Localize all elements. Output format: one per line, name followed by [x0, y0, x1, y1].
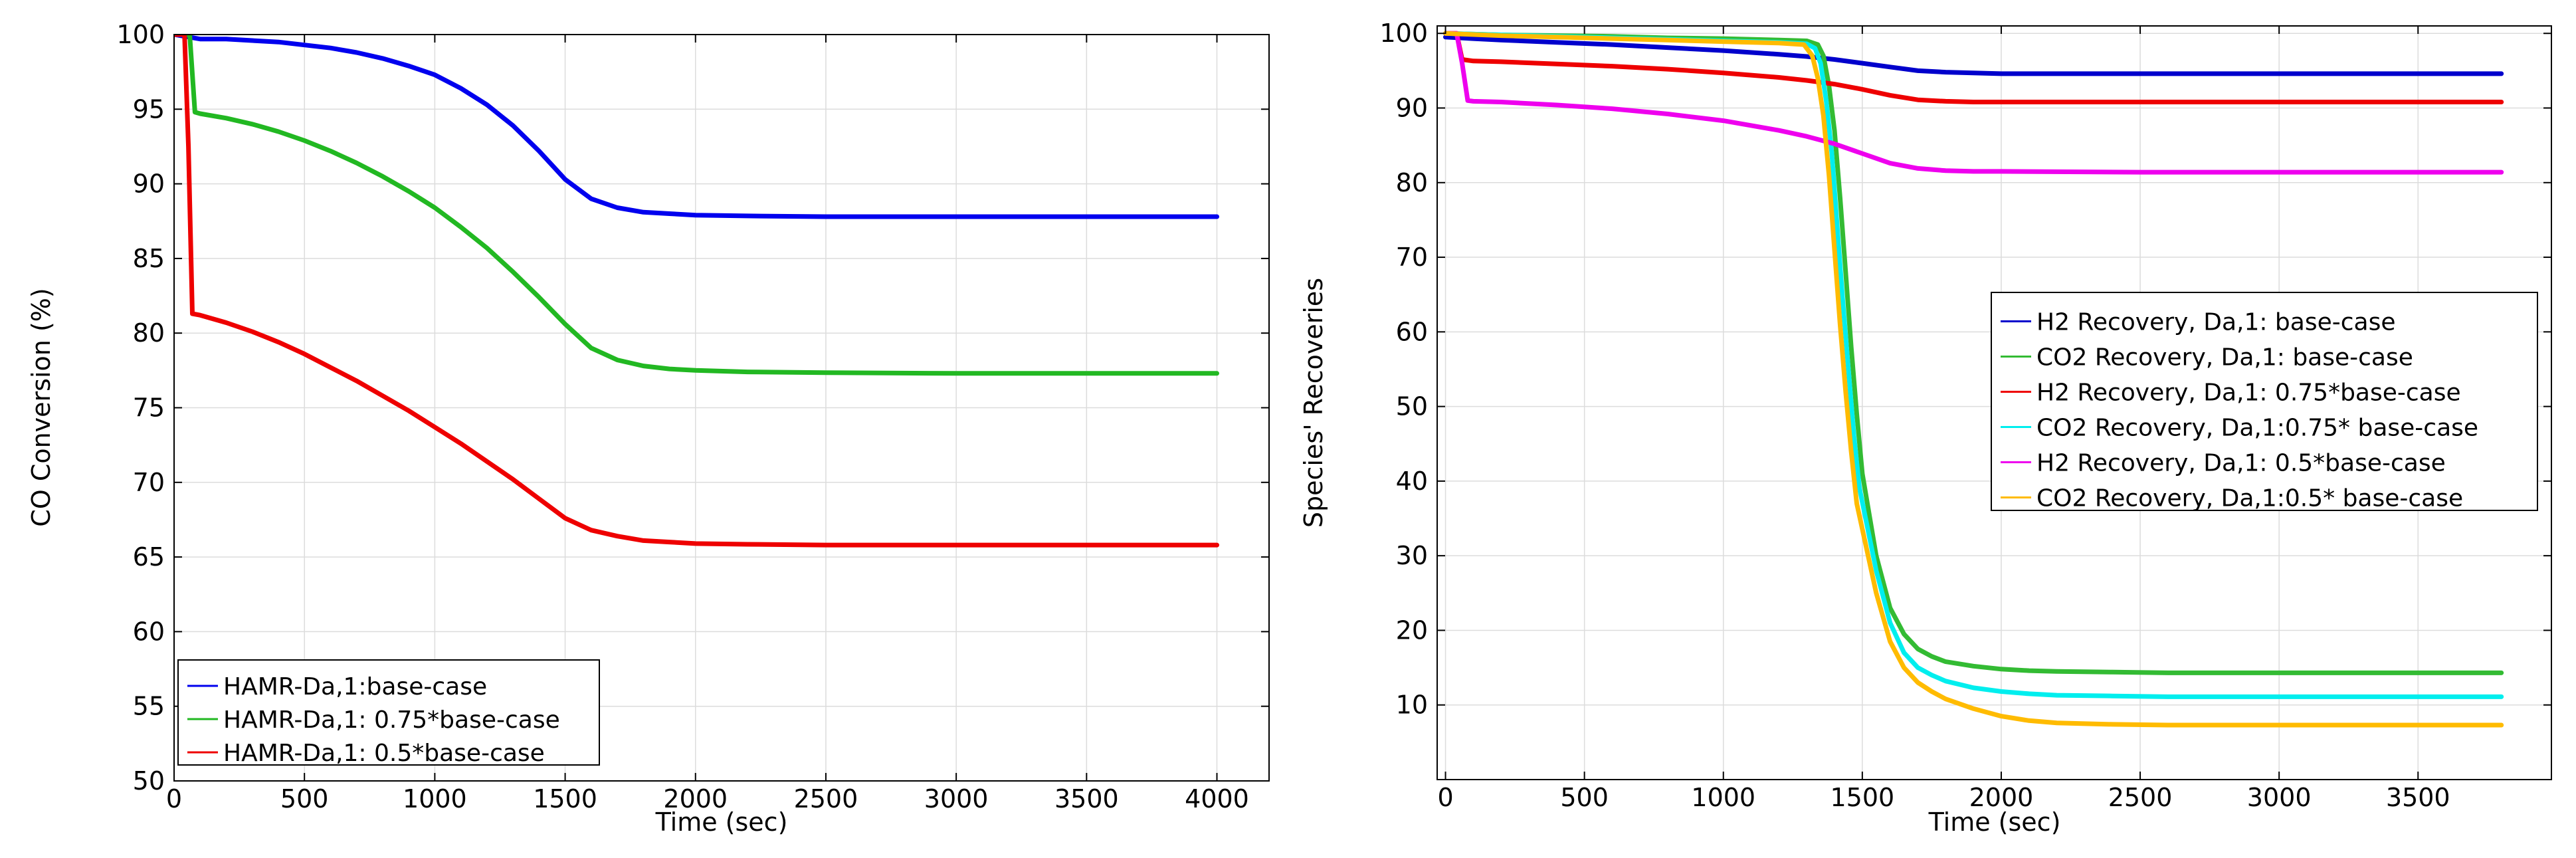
legend-entry: CO2 Recovery, Da,1:0.75* base-case — [2001, 415, 2478, 442]
x-axis-title: Time (sec) — [655, 807, 788, 837]
y-tick-label: 50 — [1396, 392, 1428, 421]
legend-entry: H2 Recovery, Da,1: 0.75*base-case — [2001, 379, 2461, 407]
x-tick-label: 500 — [280, 784, 329, 813]
y-tick-label: 70 — [133, 468, 165, 497]
series-line-2 — [174, 35, 1219, 376]
x-tick-label: 500 — [1560, 783, 1609, 812]
y-tick-label: 70 — [1396, 243, 1428, 272]
series-line-5 — [1443, 31, 2504, 175]
y-tick-label: 65 — [133, 542, 165, 572]
x-tick-label: 0 — [166, 784, 182, 813]
x-tick-label: 1500 — [1830, 783, 1894, 812]
legend-entry: CO2 Recovery, Da,1:0.5* base-case — [2001, 485, 2463, 512]
y-tick-label: 75 — [133, 393, 165, 423]
y-tick-label: 60 — [133, 617, 165, 646]
series-line-1 — [174, 35, 1219, 219]
series-line-1 — [1443, 35, 2504, 76]
x-tick-label: 3000 — [2247, 783, 2312, 812]
y-tick-label: 55 — [133, 692, 165, 721]
y-tick-label: 40 — [1396, 467, 1428, 496]
legend: HAMR-Da,1:base-case HAMR-Da,1: 0.75*base… — [177, 659, 600, 767]
axis-ticks: 0 500 1000 1500 2000 2500 3000 3500 4000 50 55 60 65… — [116, 20, 1269, 813]
legend-box — [1991, 292, 2538, 511]
y-tick-label: 20 — [1396, 615, 1428, 645]
y-tick-label: 80 — [1396, 168, 1428, 197]
legend-label: CO2 Recovery, Da,1:0.5* base-case — [2036, 485, 2463, 512]
legend-label: HAMR-Da,1:base-case — [223, 673, 487, 700]
y-tick-label: 100 — [1379, 19, 1428, 48]
legend-entry: HAMR-Da,1:base-case — [187, 673, 487, 700]
legend-label: H2 Recovery, Da,1: 0.5*base-case — [2036, 450, 2446, 477]
y-tick-label: 95 — [133, 94, 165, 124]
legend-entry: CO2 Recovery, Da,1: base-case — [2001, 344, 2413, 372]
x-tick-label: 3000 — [924, 784, 989, 813]
x-tick-label: 0 — [1437, 783, 1453, 812]
x-tick-label: 1000 — [403, 784, 467, 813]
series-line-6 — [1443, 31, 2504, 728]
legend: H2 Recovery, Da,1: base-case CO2 Recover… — [1991, 292, 2538, 512]
co-conversion-chart: 0 500 1000 1500 2000 2500 3000 3500 4000 50 55 60 65… — [27, 20, 1270, 837]
y-tick-label: 30 — [1396, 541, 1428, 570]
series-lines — [1443, 31, 2504, 728]
x-axis-title: Time (sec) — [1928, 807, 2061, 837]
legend-entry: HAMR-Da,1: 0.75*base-case — [187, 706, 560, 734]
x-tick-label: 2000 — [663, 784, 728, 813]
y-tick-label: 90 — [133, 169, 165, 199]
x-tick-label: 3500 — [1054, 784, 1119, 813]
x-tick-label: 4000 — [1185, 784, 1249, 813]
plot-frame — [1437, 25, 2552, 780]
legend-entry: H2 Recovery, Da,1: base-case — [2001, 309, 2396, 336]
x-tick-label: 1000 — [1691, 783, 1755, 812]
legend-label: H2 Recovery, Da,1: base-case — [2036, 309, 2396, 336]
x-tick-label: 3500 — [2386, 783, 2450, 812]
y-tick-label: 90 — [1396, 94, 1428, 123]
legend-entry: H2 Recovery, Da,1: 0.5*base-case — [2001, 450, 2446, 477]
y-axis-title: Species' Recoveries — [1299, 278, 1328, 528]
y-tick-label: 60 — [1396, 317, 1428, 346]
legend-label: H2 Recovery, Da,1: 0.75*base-case — [2036, 379, 2461, 407]
species-recoveries-chart: 0 500 1000 1500 2000 2500 3000 3500 10 20 30 40 50 60… — [1299, 19, 2552, 837]
y-tick-label: 85 — [133, 244, 165, 273]
y-tick-label: 100 — [116, 20, 165, 49]
legend-label: HAMR-Da,1: 0.75*base-case — [223, 706, 560, 734]
x-tick-label: 2500 — [2108, 783, 2173, 812]
y-axis-title: CO Conversion (%) — [27, 288, 56, 526]
legend-label: CO2 Recovery, Da,1: base-case — [2036, 344, 2413, 372]
x-tick-label: 1500 — [533, 784, 597, 813]
series-line-3 — [174, 35, 1219, 548]
y-tick-label: 80 — [133, 318, 165, 348]
legend-entry: HAMR-Da,1: 0.5*base-case — [187, 740, 545, 767]
legend-box — [177, 659, 600, 766]
x-tick-label: 2000 — [1969, 783, 2034, 812]
legend-label: HAMR-Da,1: 0.5*base-case — [223, 740, 545, 767]
axis-ticks: 0 500 1000 1500 2000 2500 3000 3500 10 20 30 40 50 60… — [1379, 19, 2551, 812]
x-tick-label: 2500 — [794, 784, 858, 813]
legend-label: CO2 Recovery, Da,1:0.75* base-case — [2036, 415, 2478, 442]
series-lines — [174, 35, 1219, 548]
y-tick-label: 10 — [1396, 691, 1428, 720]
y-tick-label: 50 — [133, 766, 165, 796]
